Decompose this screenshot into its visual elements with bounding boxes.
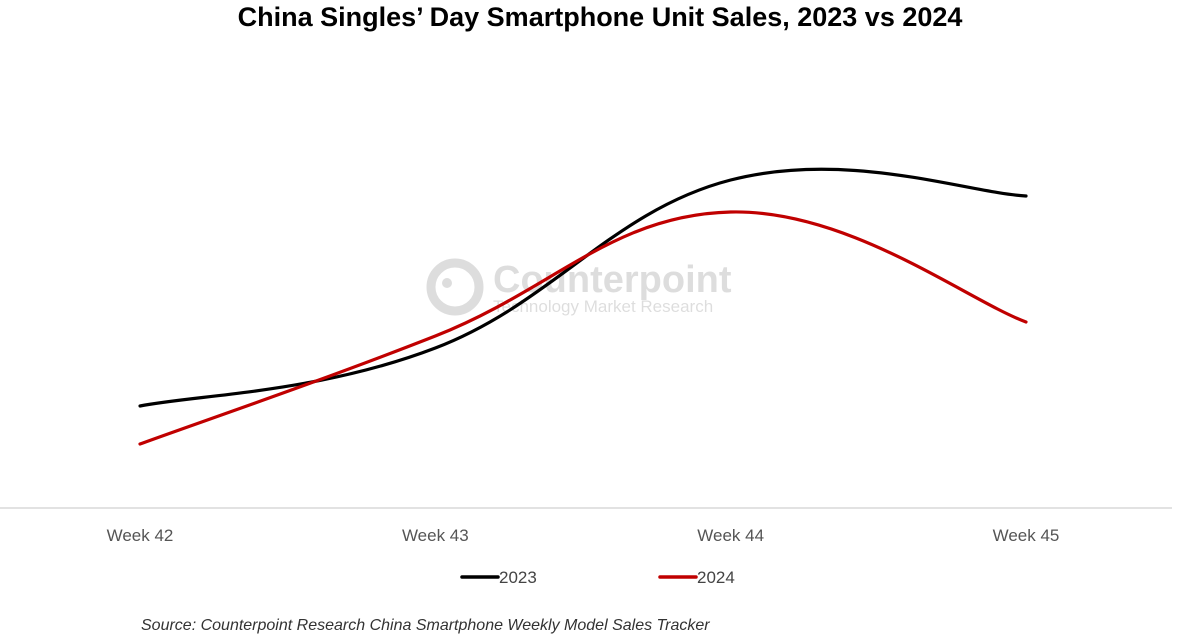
x-tick-label: Week 42	[107, 526, 174, 545]
watermark: Counterpoint Technology Market Research	[426, 258, 732, 316]
watermark-logo-dot	[442, 278, 452, 288]
x-tick-label: Week 44	[697, 526, 764, 545]
source-note: Source: Counterpoint Research China Smar…	[141, 617, 710, 634]
chart-title: China Singles’ Day Smartphone Unit Sales…	[237, 2, 963, 32]
watermark-tagline: Technology Market Research	[493, 297, 713, 316]
legend-label-2024: 2024	[697, 568, 735, 587]
watermark-logo-icon	[426, 258, 484, 316]
x-tick-label: Week 45	[993, 526, 1060, 545]
series-line-2024	[138, 210, 1028, 446]
watermark-name: Counterpoint	[493, 259, 732, 301]
legend-label-2023: 2023	[499, 568, 537, 587]
x-tick-label: Week 43	[402, 526, 469, 545]
